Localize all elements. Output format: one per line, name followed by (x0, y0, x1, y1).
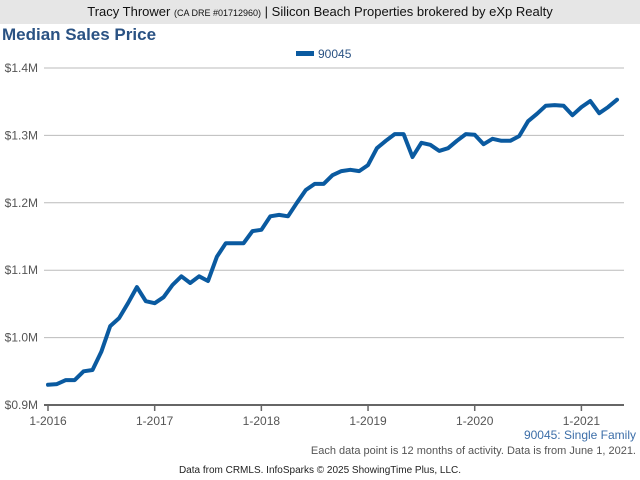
x-tick-label: 1-2016 (29, 414, 67, 428)
x-tick-label: 1-2017 (136, 414, 174, 428)
y-tick-label: $1.3M (5, 128, 38, 142)
agent-name: Tracy Thrower (87, 4, 171, 19)
license-number: (CA DRE #01712960) (173, 8, 262, 18)
y-tick-label: $1.4M (5, 61, 38, 75)
series-line-90045 (46, 97, 619, 387)
x-tick-label: 1-2018 (243, 414, 281, 428)
y-tick-label: $1.1M (5, 263, 38, 277)
x-tick-label: 1-2021 (563, 414, 601, 428)
chart-title: Median Sales Price (2, 25, 157, 44)
header-bar: Tracy Thrower (CA DRE #01712960) | Silic… (0, 0, 640, 24)
data-source: Data from CRMLS. InfoSparks © 2025 Showi… (178, 465, 462, 476)
y-tick-label: $1.0M (5, 331, 38, 345)
separator: | (264, 4, 269, 19)
legend: 90045 (296, 47, 352, 61)
data-note: Each data point is 12 months of activity… (310, 445, 636, 457)
x-tick-label: 1-2019 (349, 414, 387, 428)
series-caption: 90045: Single Family (523, 428, 636, 442)
line-chart: $0.9M $1.0M $1.1M $1.2M $1.3M $1.4M 1-2016 1-20… (5, 47, 624, 428)
y-tick-label: $1.2M (5, 196, 38, 210)
legend-label: 90045 (318, 47, 352, 61)
brokerage-name: Silicon Beach Properties brokered by eXp… (271, 4, 553, 19)
legend-swatch (296, 51, 314, 56)
x-tick-label: 1-2020 (456, 414, 494, 428)
y-tick-label: $0.9M (5, 398, 38, 412)
